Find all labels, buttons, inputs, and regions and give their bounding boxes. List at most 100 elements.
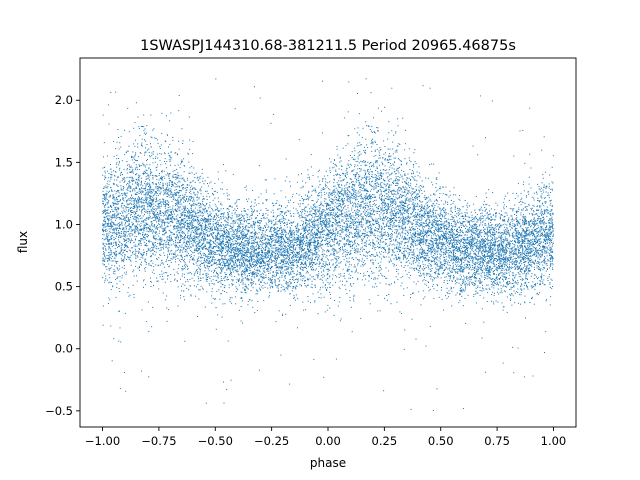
data-point — [449, 293, 451, 295]
data-point — [440, 221, 442, 223]
data-point — [546, 255, 548, 257]
data-point — [287, 233, 289, 235]
data-point — [314, 251, 316, 253]
data-point — [238, 199, 240, 201]
data-point — [152, 235, 154, 237]
data-point — [372, 263, 374, 265]
data-point — [270, 268, 271, 269]
data-point — [138, 204, 140, 206]
data-point — [133, 217, 135, 219]
data-point — [293, 262, 295, 264]
data-point — [336, 206, 338, 207]
data-point — [412, 292, 413, 294]
data-point — [217, 234, 219, 236]
data-point — [196, 264, 198, 266]
data-point — [114, 252, 116, 253]
data-point — [244, 226, 246, 228]
data-point — [117, 201, 119, 203]
data-point — [315, 247, 317, 249]
data-point — [183, 158, 185, 160]
data-point — [410, 161, 412, 162]
data-point — [371, 185, 372, 187]
data-point — [464, 247, 466, 249]
data-point — [355, 212, 357, 214]
data-point — [419, 244, 421, 245]
data-point — [444, 248, 446, 250]
data-point — [420, 215, 422, 217]
data-point — [104, 195, 105, 197]
data-point — [172, 139, 174, 141]
data-point — [406, 239, 408, 240]
data-point — [463, 247, 465, 249]
data-point — [157, 157, 159, 159]
data-point — [423, 240, 425, 242]
data-point — [311, 226, 313, 228]
data-point — [244, 274, 246, 276]
data-point — [201, 237, 203, 239]
data-point — [351, 170, 353, 172]
data-point — [318, 265, 320, 267]
data-point — [423, 279, 425, 281]
data-point — [171, 213, 173, 215]
data-point — [482, 253, 484, 255]
data-point — [401, 230, 403, 232]
data-point — [545, 251, 547, 253]
data-point — [224, 216, 226, 218]
data-point — [145, 263, 147, 265]
data-point — [330, 259, 332, 261]
data-point — [473, 240, 475, 242]
data-point — [227, 261, 229, 263]
data-point — [484, 238, 486, 240]
data-point — [316, 224, 318, 226]
data-point — [542, 228, 544, 230]
data-point — [484, 223, 486, 224]
data-point — [158, 257, 160, 259]
data-point — [359, 204, 361, 206]
data-point — [361, 196, 363, 198]
data-point — [118, 176, 119, 178]
data-point — [273, 239, 275, 241]
data-point — [111, 215, 113, 217]
data-point — [420, 257, 421, 259]
data-point — [540, 255, 542, 257]
data-point — [434, 205, 436, 206]
data-point — [322, 180, 323, 182]
data-point — [496, 226, 498, 227]
data-point — [108, 220, 109, 222]
data-point — [475, 261, 477, 263]
data-point — [372, 224, 374, 226]
data-point — [487, 247, 489, 249]
data-point — [469, 254, 471, 256]
data-point — [308, 213, 310, 215]
data-point — [143, 188, 145, 190]
data-point — [499, 254, 501, 256]
data-point — [498, 247, 500, 249]
data-point — [122, 235, 124, 237]
data-point — [373, 117, 375, 119]
data-point — [162, 187, 164, 189]
data-point — [260, 229, 262, 231]
data-point — [251, 273, 253, 275]
data-point — [414, 267, 415, 269]
data-point — [361, 226, 363, 228]
data-point — [362, 216, 364, 218]
data-point — [467, 247, 469, 249]
data-point — [135, 225, 137, 227]
data-point — [470, 256, 472, 258]
data-point — [230, 238, 232, 240]
data-point — [334, 164, 336, 165]
data-point — [176, 174, 178, 176]
data-point — [484, 228, 486, 230]
data-point — [198, 198, 200, 200]
data-point — [112, 222, 114, 224]
data-point — [269, 250, 271, 252]
data-point — [314, 286, 316, 288]
data-point — [187, 152, 189, 154]
data-point — [187, 212, 188, 214]
data-point — [146, 321, 148, 323]
data-point — [512, 192, 514, 194]
data-point — [228, 264, 230, 265]
data-point — [527, 265, 529, 267]
data-point — [479, 287, 481, 289]
data-point — [433, 225, 435, 227]
